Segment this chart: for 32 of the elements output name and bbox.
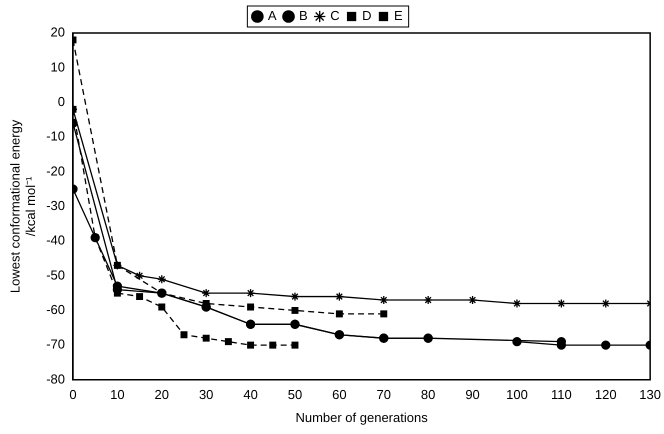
y-tick-label: -30 [46, 198, 65, 213]
y-tick-label: -20 [46, 163, 65, 178]
x-tick-label: 90 [465, 387, 480, 402]
y-tick-label: -70 [46, 336, 65, 352]
x-tick-label: 130 [639, 387, 662, 402]
x-tick-label: 20 [154, 387, 170, 402]
x-tick-label: 10 [110, 387, 125, 402]
legend-label: C [330, 8, 340, 24]
x-tick-label: 50 [288, 387, 302, 402]
y-tick-label: 10 [50, 59, 65, 74]
y-tick-label: 0 [58, 94, 65, 109]
y-tick-label: -50 [46, 267, 65, 282]
x-tick-label: 110 [550, 387, 572, 402]
y-tick-label: -40 [46, 232, 65, 248]
y-tick-label: -80 [46, 371, 65, 386]
legend-label: E [394, 8, 403, 24]
x-tick-label: 100 [506, 387, 528, 402]
x-tick-label: 60 [332, 387, 347, 402]
legend-label: A [268, 8, 277, 24]
x-tick-label: 80 [420, 387, 436, 402]
legend-label: B [299, 8, 308, 24]
x-tick-label: 40 [243, 387, 258, 402]
y-axis-title: Lowest conformational energy /kcal mol⁻¹ [7, 119, 38, 294]
y-tick-label: -60 [46, 302, 65, 318]
x-axis-title: Number of generations [295, 410, 428, 425]
x-tick-label: 0 [69, 387, 77, 402]
x-tick-label: 30 [198, 387, 214, 402]
legend-label: D [362, 8, 372, 24]
y-tick-label: 20 [50, 24, 65, 40]
y-tick-label: -10 [46, 128, 65, 144]
x-tick-label: 120 [594, 387, 617, 402]
x-tick-label: 70 [376, 387, 392, 402]
